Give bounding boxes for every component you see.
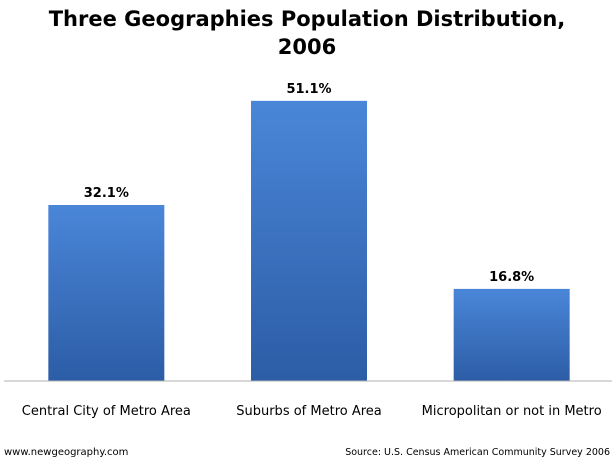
bar-2 — [251, 100, 367, 382]
bar-1 — [48, 205, 165, 381]
source-note: Source: U.S. Census American Community S… — [345, 447, 610, 458]
bars-group: 32.1% Central City of Metro Area 51.1% Subu… — [22, 82, 602, 419]
chart-title-line-1: Three Geographies Population Distributio… — [49, 7, 566, 31]
category-label-3: Micropolitan or not in Metro — [422, 404, 602, 419]
category-label-2: Suburbs of Metro Area — [236, 404, 382, 419]
bar-3 — [453, 288, 570, 381]
category-label-1: Central City of Metro Area — [22, 404, 191, 419]
data-label-2: 51.1% — [286, 82, 331, 97]
data-label-1: 32.1% — [84, 186, 129, 201]
chart-title-line-2: 2006 — [278, 35, 336, 59]
website-credit: www.newgeography.com — [4, 447, 128, 458]
data-label-3: 16.8% — [489, 270, 534, 285]
